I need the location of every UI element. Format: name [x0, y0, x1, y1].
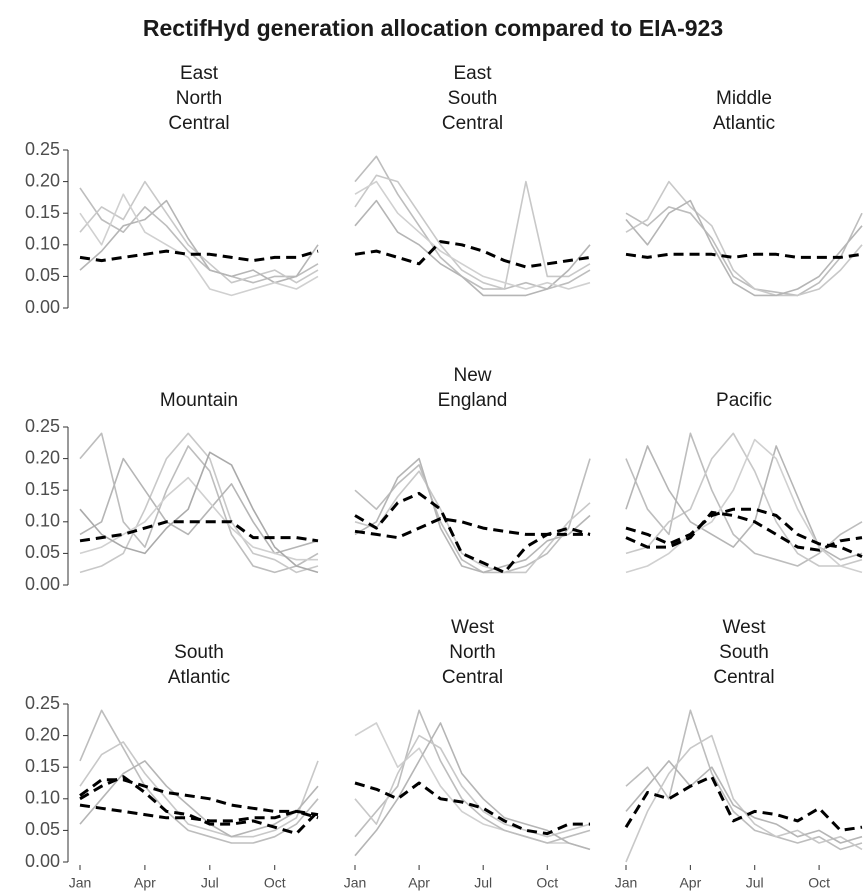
allocation-line	[625, 760, 863, 844]
allocation-line	[79, 432, 319, 574]
allocation-line	[354, 155, 591, 290]
facet-title: New	[453, 365, 491, 386]
reference-line	[354, 517, 590, 540]
facet-title: North	[449, 642, 495, 663]
allocation-line	[354, 180, 591, 290]
facet-title: Pacific	[716, 390, 772, 411]
y-tick-label: 0.05	[25, 265, 60, 285]
facet-title: South	[174, 642, 224, 663]
facet-title: South	[448, 88, 498, 109]
x-tick-label: Apr	[408, 875, 430, 891]
y-tick-label: 0.20	[25, 724, 60, 744]
facet-title: Central	[442, 667, 503, 688]
facet-title: Middle	[716, 88, 772, 109]
y-tick-label: 0.10	[25, 234, 60, 254]
x-tick-label: Oct	[264, 875, 286, 891]
facet-title: England	[438, 390, 508, 411]
y-tick-label: 0.10	[25, 511, 60, 531]
facet-title: Central	[442, 113, 503, 134]
facet-title: North	[176, 88, 222, 109]
y-tick-label: 0.05	[25, 819, 60, 839]
allocation-line	[79, 476, 318, 561]
y-tick-label: 0.15	[25, 202, 60, 222]
y-tick-label: 0.20	[25, 447, 60, 467]
allocation-line	[625, 438, 863, 574]
allocation-line	[354, 709, 591, 844]
allocation-line	[354, 734, 591, 838]
reference-line	[354, 781, 590, 836]
x-tick-label: Jan	[344, 875, 367, 891]
facet-title: Mountain	[160, 390, 238, 411]
allocation-line	[79, 709, 319, 844]
allocation-line	[354, 722, 591, 851]
y-tick-label: 0.05	[25, 542, 60, 562]
y-tick-label: 0.00	[25, 297, 60, 317]
allocation-line	[79, 451, 319, 574]
reference-line	[625, 252, 863, 259]
allocation-line	[354, 199, 591, 297]
allocation-line	[625, 199, 863, 297]
facet-title: Atlantic	[168, 667, 230, 688]
facet-title: East	[180, 63, 219, 84]
x-tick-label: Apr	[679, 875, 701, 891]
x-tick-label: Jan	[69, 875, 92, 891]
reference-line	[79, 803, 319, 823]
x-tick-label: Jul	[746, 875, 764, 891]
x-tick-label: Apr	[134, 875, 156, 891]
allocation-line	[79, 193, 319, 297]
chart-title: RectifHyd generation allocation compared…	[143, 15, 723, 41]
x-tick-label: Jul	[474, 875, 492, 891]
reference-line	[624, 775, 863, 832]
facet-title: East	[453, 63, 492, 84]
allocation-line	[354, 174, 591, 290]
allocation-line	[625, 180, 863, 297]
allocation-line	[625, 432, 863, 567]
reference-line	[625, 510, 863, 552]
allocation-line	[354, 458, 591, 574]
allocation-line	[79, 741, 319, 838]
y-tick-label: 0.25	[25, 139, 60, 159]
y-tick-label: 0.00	[25, 574, 60, 594]
x-tick-label: Oct	[808, 875, 830, 891]
facet-title: West	[451, 617, 495, 638]
facet-title: Central	[713, 667, 774, 688]
x-tick-label: Jul	[201, 875, 219, 891]
y-tick-label: 0.25	[25, 693, 60, 713]
allocation-line	[625, 206, 863, 297]
allocation-line	[79, 432, 319, 574]
y-tick-label: 0.15	[25, 479, 60, 499]
facet-title: South	[719, 642, 769, 663]
y-tick-label: 0.20	[25, 170, 60, 190]
reference-line	[354, 240, 591, 269]
y-tick-label: 0.15	[25, 756, 60, 776]
reference-line	[79, 520, 319, 543]
facet-title: Atlantic	[713, 113, 775, 134]
x-tick-label: Oct	[536, 875, 558, 891]
y-tick-label: 0.00	[25, 851, 60, 871]
y-tick-label: 0.10	[25, 788, 60, 808]
allocation-line	[79, 760, 319, 838]
allocation-line	[625, 734, 863, 863]
reference-line	[625, 507, 863, 558]
allocation-line	[354, 457, 591, 574]
reference-line	[79, 249, 319, 263]
allocation-line	[79, 180, 319, 284]
facet-title: Central	[168, 113, 229, 134]
facet-title: West	[723, 617, 767, 638]
y-tick-label: 0.25	[25, 416, 60, 436]
allocation-line	[625, 709, 863, 851]
x-tick-label: Jan	[615, 875, 638, 891]
